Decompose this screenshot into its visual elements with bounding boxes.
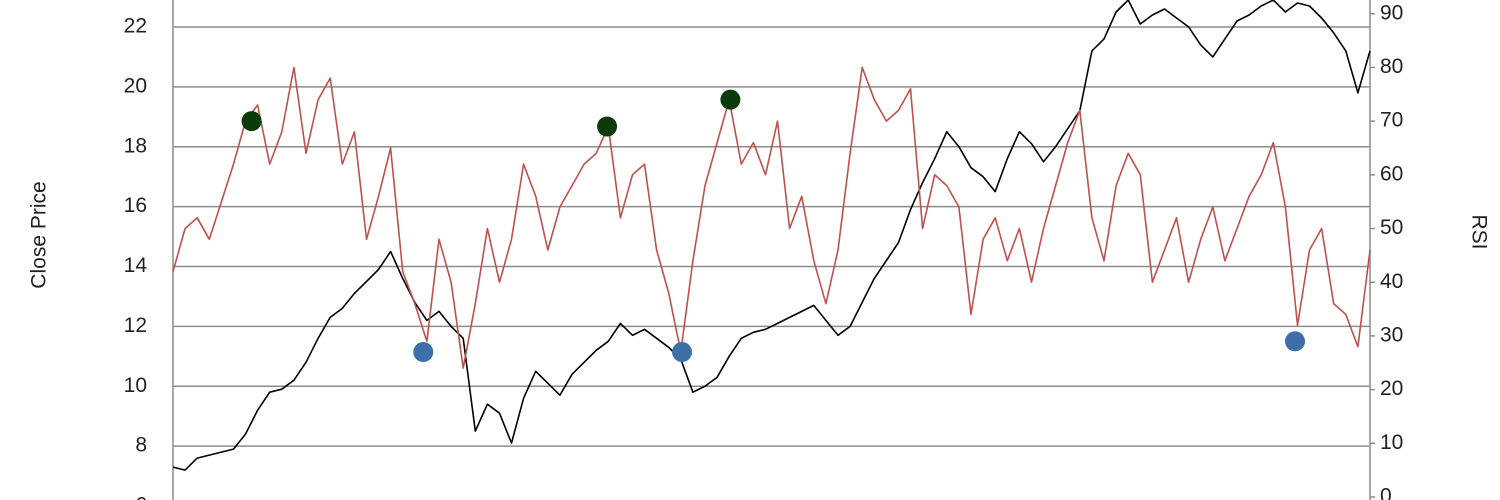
y2-tick-label: 70	[1380, 109, 1403, 132]
y2-tick-label: 20	[1380, 377, 1403, 400]
y-tick-label: 8	[135, 434, 147, 457]
y2-tick-label: 60	[1380, 162, 1403, 185]
y2-tick-label: 40	[1380, 270, 1403, 293]
y2-tick-label: 0	[1380, 485, 1392, 500]
y-tick-label: 14	[124, 254, 148, 277]
y2-axis-title: RSI	[1467, 214, 1490, 249]
y-tick-label: 18	[124, 134, 147, 157]
signal-dot	[413, 342, 434, 363]
y2-tick-label: 80	[1380, 55, 1403, 78]
signal-dot	[672, 342, 693, 363]
price-line	[172, 66, 1371, 369]
signal-dot	[720, 89, 741, 110]
y-axis-title: Close Price	[28, 181, 51, 288]
signal-dot	[1285, 331, 1306, 352]
y2-tick-label: 30	[1380, 323, 1403, 346]
y-tick-label: 22	[124, 14, 147, 37]
y2-tick-label: 10	[1380, 431, 1403, 454]
y-tick-label: 6	[135, 494, 147, 500]
y2-tick-label: 90	[1380, 1, 1403, 24]
signal-dot	[597, 116, 618, 137]
y2-tick-label: 50	[1380, 216, 1403, 239]
y-tick-label: 20	[124, 74, 147, 97]
y-tick-label: 10	[124, 374, 147, 397]
y-tick-label: 12	[124, 314, 147, 337]
y-tick-label: 16	[124, 194, 147, 217]
signal-dot	[241, 111, 262, 132]
price-line	[172, 0, 1371, 471]
